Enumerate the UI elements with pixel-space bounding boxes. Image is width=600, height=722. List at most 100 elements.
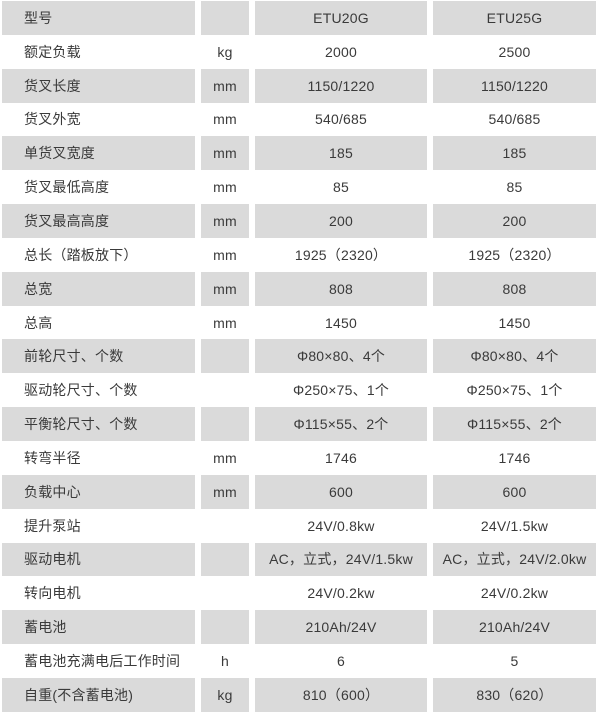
spec-row: 单货叉宽度 mm 185 185 bbox=[2, 136, 597, 171]
spec-value-cell-etu25g: 24V/0.2kw bbox=[480, 585, 549, 602]
spec-unit-cell: mm bbox=[201, 204, 249, 238]
spec-label-cell: 平衡轮尺寸、个数 bbox=[2, 407, 195, 441]
spec-label-cell: 提升泵站 bbox=[24, 517, 81, 534]
spec-unit-cell bbox=[201, 373, 249, 407]
spec-value-cell-etu20g: 1925（2320） bbox=[294, 246, 388, 263]
spec-value-cell-etu20g: 2000 bbox=[325, 43, 357, 60]
spec-value-cell-etu20g: 540/685 bbox=[314, 111, 367, 128]
spec-value-cell-etu20g: 600 bbox=[255, 474, 427, 509]
spec-row: 货叉最高高度 mm 200 200 bbox=[2, 204, 597, 238]
spec-value-cell-etu25g: 85 bbox=[506, 179, 523, 196]
spec-row: 负载中心 mm 600 600 bbox=[2, 474, 597, 509]
spec-label-cell: 驱动电机 bbox=[2, 542, 195, 577]
spec-value-cell-etu25g: 808 bbox=[433, 271, 596, 306]
spec-row: 总长（踏板放下） mm 1925（2320） 1925（2320） bbox=[2, 238, 597, 272]
spec-row: 货叉长度 mm 1150/1220 1150/1220 bbox=[2, 68, 597, 103]
spec-value-cell-etu20g: 1746 bbox=[325, 449, 357, 466]
spec-value-cell-etu20g: Φ80×80、4个 bbox=[255, 339, 427, 374]
spec-value-cell-etu20g: 210Ah/24V bbox=[255, 610, 427, 645]
spec-value-cell-etu25g: 185 bbox=[433, 136, 596, 171]
spec-value-cell-etu20g: ETU20G bbox=[255, 1, 427, 35]
spec-value-cell-etu20g: AC，立式，24V/1.5kw bbox=[255, 542, 427, 577]
spec-value-cell-etu25g: 1150/1220 bbox=[433, 68, 596, 103]
spec-row: 驱动轮尺寸、个数 Φ250×75、1个 Φ250×75、1个 bbox=[2, 373, 597, 407]
spec-label-cell: 型号 bbox=[2, 1, 195, 35]
spec-unit-cell bbox=[201, 339, 249, 374]
spec-value-cell-etu20g: 1150/1220 bbox=[255, 68, 427, 103]
spec-value-cell-etu20g: 1450 bbox=[325, 314, 357, 331]
spec-value-cell-etu25g: 1450 bbox=[498, 314, 531, 331]
spec-value-cell-etu25g: AC，立式，24V/2.0kw bbox=[433, 542, 596, 577]
spec-label-cell: 总宽 bbox=[2, 271, 195, 306]
spec-label-cell: 货叉最低高度 bbox=[24, 179, 110, 196]
spec-value-cell-etu20g: 24V/0.8kw bbox=[307, 517, 375, 534]
spec-row: 转向电机 24V/0.2kw 24V/0.2kw bbox=[2, 576, 597, 610]
spec-value-cell-etu20g: 85 bbox=[333, 179, 349, 196]
spec-label-cell: 货叉外宽 bbox=[24, 111, 81, 128]
spec-value-cell-etu25g: 1746 bbox=[498, 449, 531, 466]
spec-unit-cell: kg bbox=[201, 677, 249, 712]
spec-value-cell-etu25g: Φ115×55、2个 bbox=[433, 407, 596, 441]
spec-label-cell: 自重(不含蓄电池) bbox=[2, 677, 195, 712]
spec-unit-cell bbox=[201, 610, 249, 645]
spec-label-cell: 额定负载 bbox=[24, 43, 81, 60]
spec-unit-cell: mm bbox=[213, 246, 237, 263]
spec-unit-cell bbox=[201, 542, 249, 577]
spec-unit-cell: mm bbox=[213, 449, 237, 466]
spec-value-cell-etu25g: 2500 bbox=[498, 43, 531, 60]
spec-row: 提升泵站 24V/0.8kw 24V/1.5kw bbox=[2, 509, 597, 543]
spec-unit-cell: kg bbox=[217, 43, 233, 60]
spec-row: 驱动电机 AC，立式，24V/1.5kw AC，立式，24V/2.0kw bbox=[2, 542, 597, 577]
spec-value-cell-etu20g: 24V/0.2kw bbox=[307, 585, 375, 602]
spec-row: 额定负载 kg 2000 2500 bbox=[2, 35, 597, 69]
spec-row: 货叉外宽 mm 540/685 540/685 bbox=[2, 103, 597, 137]
spec-row: 总宽 mm 808 808 bbox=[2, 271, 597, 306]
spec-value-cell-etu20g: 6 bbox=[337, 652, 345, 669]
spec-row: 自重(不含蓄电池) kg 810（600） 830（620） bbox=[2, 677, 597, 712]
spec-value-cell-etu20g: 808 bbox=[255, 271, 427, 306]
spec-unit-cell: h bbox=[221, 652, 229, 669]
spec-label-cell: 货叉长度 bbox=[2, 68, 195, 103]
spec-label-cell: 驱动轮尺寸、个数 bbox=[24, 382, 138, 399]
spec-row: 蓄电池充满电后工作时间 h 6 5 bbox=[2, 644, 597, 678]
spec-unit-cell: mm bbox=[201, 474, 249, 509]
spec-value-cell-etu25g: 540/685 bbox=[488, 111, 541, 128]
spec-value-cell-etu20g: Φ250×75、1个 bbox=[292, 382, 390, 399]
spec-row: 蓄电池 210Ah/24V 210Ah/24V bbox=[2, 610, 597, 645]
spec-unit-cell bbox=[201, 407, 249, 441]
spec-value-cell-etu25g: ETU25G bbox=[433, 1, 596, 35]
spec-unit-cell: mm bbox=[201, 68, 249, 103]
spec-unit-cell bbox=[201, 576, 249, 610]
spec-value-cell-etu25g: 830（620） bbox=[433, 677, 596, 712]
spec-label-cell: 负载中心 bbox=[2, 474, 195, 509]
spec-label-cell: 单货叉宽度 bbox=[2, 136, 195, 171]
spec-label-cell: 货叉最高高度 bbox=[2, 204, 195, 238]
spec-row: 前轮尺寸、个数 Φ80×80、4个 Φ80×80、4个 bbox=[2, 339, 597, 374]
spec-value-cell-etu25g: 200 bbox=[433, 204, 596, 238]
spec-label-cell: 转向电机 bbox=[24, 585, 81, 602]
spec-row: 平衡轮尺寸、个数 Φ115×55、2个 Φ115×55、2个 bbox=[2, 407, 597, 441]
spec-value-cell-etu25g: 600 bbox=[433, 474, 596, 509]
spec-label-cell: 前轮尺寸、个数 bbox=[2, 339, 195, 374]
spec-value-cell-etu25g: 24V/1.5kw bbox=[480, 517, 549, 534]
spec-value-cell-etu20g: 810（600） bbox=[255, 677, 427, 712]
spec-value-cell-etu25g: 5 bbox=[510, 652, 519, 669]
spec-unit-cell: mm bbox=[201, 136, 249, 171]
spec-value-cell-etu20g: 185 bbox=[255, 136, 427, 171]
spec-label-cell: 蓄电池充满电后工作时间 bbox=[24, 652, 181, 669]
spec-unit-cell: mm bbox=[201, 271, 249, 306]
spec-unit-cell: mm bbox=[213, 111, 237, 128]
spec-value-cell-etu25g: Φ250×75、1个 bbox=[466, 382, 563, 399]
spec-row: 型号 ETU20G ETU25G bbox=[2, 1, 597, 35]
spec-label-cell: 总高 bbox=[24, 314, 53, 331]
spec-unit-cell: mm bbox=[213, 314, 237, 331]
spec-row: 货叉最低高度 mm 85 85 bbox=[2, 170, 597, 204]
spec-unit-cell: mm bbox=[213, 179, 237, 196]
spec-label-cell: 蓄电池 bbox=[2, 610, 195, 645]
spec-value-cell-etu25g: Φ80×80、4个 bbox=[433, 339, 596, 374]
spec-row: 总高 mm 1450 1450 bbox=[2, 306, 597, 340]
spec-unit-cell bbox=[201, 509, 249, 543]
spec-label-cell: 转弯半径 bbox=[24, 449, 81, 466]
spec-value-cell-etu20g: 200 bbox=[255, 204, 427, 238]
